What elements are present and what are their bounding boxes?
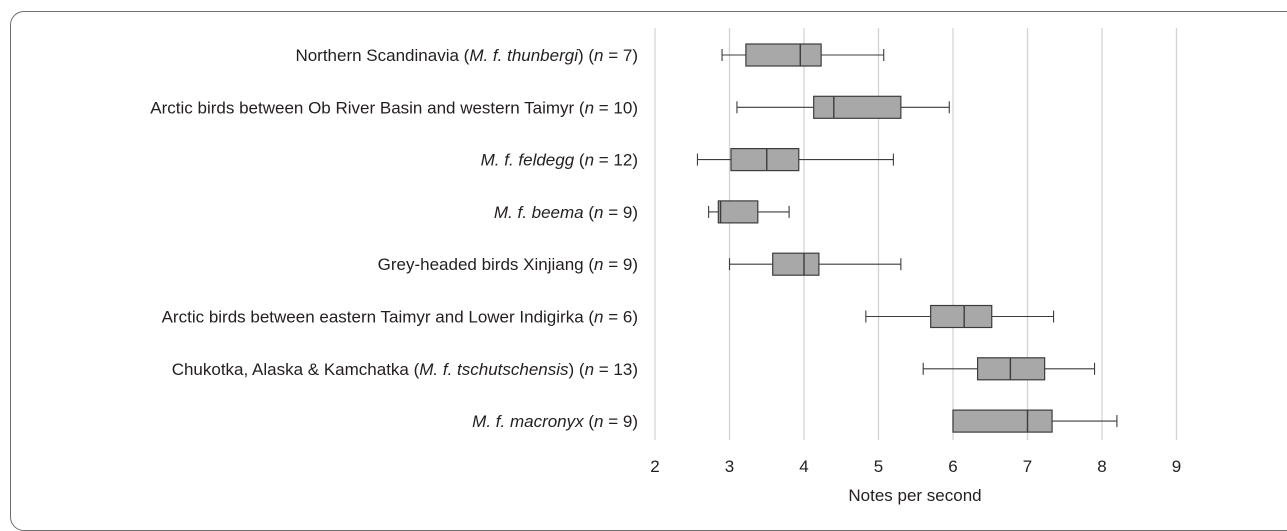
category-label: Arctic birds between Ob River Basin and … xyxy=(150,98,638,117)
box-plot-row xyxy=(922,357,1096,381)
category-label-segment: = 9) xyxy=(604,203,639,222)
interquartile-box xyxy=(730,148,800,172)
x-tick-label: 8 xyxy=(1097,457,1106,476)
category-label-segment: = 9) xyxy=(604,412,639,431)
category-label-segment: M. f. tschutschensis xyxy=(419,360,569,379)
category-label-segment: Arctic birds between Ob River Basin and … xyxy=(150,98,585,117)
category-label: Northern Scandinavia (M. f. thunbergi) (… xyxy=(295,46,638,65)
interquartile-box xyxy=(930,304,993,329)
category-label-segment: = 10) xyxy=(594,98,638,117)
category-label: Arctic birds between eastern Taimyr and … xyxy=(162,308,638,327)
box-plots xyxy=(696,43,1118,433)
category-label-segment: ( xyxy=(584,412,595,431)
category-label: M. f. beema (n = 9) xyxy=(494,203,638,222)
category-label-segment: n xyxy=(594,255,603,274)
interquartile-box xyxy=(976,357,1046,381)
category-label-segment: n xyxy=(585,360,594,379)
x-tick-label: 6 xyxy=(948,457,957,476)
x-tick-label: 7 xyxy=(1023,457,1032,476)
category-label: M. f. macronyx (n = 9) xyxy=(472,412,638,431)
category-label-segment: = 9) xyxy=(604,255,639,274)
category-label-segment: M. f. beema xyxy=(494,203,584,222)
interquartile-box xyxy=(813,95,902,119)
category-label-segment: n xyxy=(585,151,594,170)
interquartile-box xyxy=(717,200,759,224)
category-label-segment: n xyxy=(594,203,603,222)
category-label-segment: M. f. thunbergi xyxy=(469,46,579,65)
category-label-segment: Northern Scandinavia ( xyxy=(295,46,469,65)
interquartile-box xyxy=(952,409,1053,433)
category-label: Chukotka, Alaska & Kamchatka (M. f. tsch… xyxy=(172,360,638,379)
category-label-segment: n xyxy=(594,46,603,65)
category-label: Grey-headed birds Xinjiang (n = 9) xyxy=(378,255,638,274)
category-label-segment: Chukotka, Alaska & Kamchatka ( xyxy=(172,360,420,379)
category-label-segment: = 7) xyxy=(604,46,639,65)
box-plot-row xyxy=(696,148,894,172)
interquartile-box xyxy=(772,252,820,276)
box-plot-row xyxy=(728,252,902,276)
box-plot-row xyxy=(865,304,1055,329)
category-label-segment: ) ( xyxy=(569,360,585,379)
category-label-segment: ( xyxy=(574,151,585,170)
x-tick-label: 9 xyxy=(1172,457,1181,476)
x-axis-title: Notes per second xyxy=(848,486,981,505)
category-label-segment: ( xyxy=(584,203,595,222)
x-tick-label: 5 xyxy=(874,457,883,476)
x-tick-label: 3 xyxy=(725,457,734,476)
category-label-segment: Grey-headed birds Xinjiang ( xyxy=(378,255,595,274)
category-label-segment: Arctic birds between eastern Taimyr and … xyxy=(162,308,595,327)
category-label-segment: n xyxy=(594,412,603,431)
x-tick-label: 4 xyxy=(799,457,808,476)
category-label-segment: n xyxy=(594,308,603,327)
boxplot-chart: Northern Scandinavia (M. f. thunbergi) (… xyxy=(150,28,1181,505)
grid-lines xyxy=(654,28,1178,440)
x-tick-label: 2 xyxy=(650,457,659,476)
box-plot-row xyxy=(952,409,1118,433)
box-plot-row xyxy=(721,43,885,67)
category-label-segment: M. f. macronyx xyxy=(472,412,584,431)
category-label-segment: = 13) xyxy=(594,360,638,379)
category-label-segment: n xyxy=(585,98,594,117)
category-label-segment: = 12) xyxy=(594,151,638,170)
category-label-segment: = 6) xyxy=(604,308,639,327)
category-label-segment: ) ( xyxy=(578,46,594,65)
category-label: M. f. feldegg (n = 12) xyxy=(481,151,638,170)
box-plot-row xyxy=(736,95,950,119)
interquartile-box xyxy=(745,43,822,67)
box-plot-row xyxy=(708,200,790,224)
category-label-segment: M. f. feldegg xyxy=(481,151,575,170)
x-axis-ticks: 2 3 4 5 6 7 8 9 xyxy=(650,457,1181,476)
category-labels: Northern Scandinavia (M. f. thunbergi) (… xyxy=(150,46,638,431)
